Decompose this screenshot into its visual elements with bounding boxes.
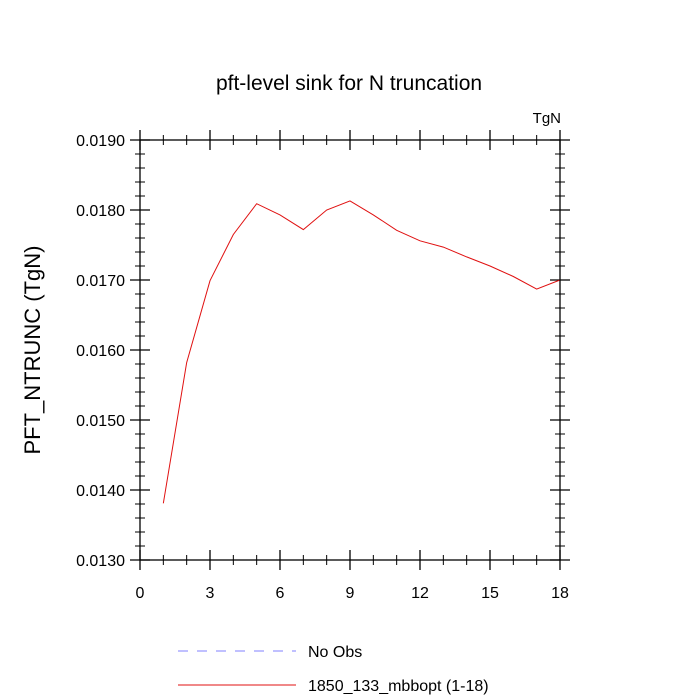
y-tick-label: 0.0140 bbox=[76, 483, 125, 500]
legend-entry-label: 1850_133_mbbopt (1-18) bbox=[308, 678, 489, 695]
x-tick-label: 3 bbox=[206, 585, 215, 602]
y-tick-label: 0.0180 bbox=[76, 203, 125, 220]
chart-title: pft-level sink for N truncation bbox=[216, 72, 482, 95]
x-tick-label: 15 bbox=[481, 585, 499, 602]
plot-frame bbox=[139, 139, 561, 561]
y-tick-label: 0.0160 bbox=[76, 343, 125, 360]
y-axis-title: PFT_NTRUNC (TgN) bbox=[20, 246, 45, 455]
series-line bbox=[162, 200, 561, 504]
major-ticks bbox=[130, 130, 570, 570]
series-lines bbox=[162, 200, 561, 504]
x-tick-label: 9 bbox=[346, 585, 355, 602]
legend-entry-label: No Obs bbox=[308, 644, 362, 661]
y-tick-labels: 0.0130 0.0140 0.0150 0.0160 0.0170 0.0180 0.01… bbox=[76, 133, 125, 570]
x-tick-label: 0 bbox=[136, 585, 145, 602]
x-tick-labels: 0 3 6 9 12 15 18 bbox=[136, 585, 569, 602]
minor-ticks bbox=[135, 135, 565, 565]
y-tick-label: 0.0150 bbox=[76, 413, 125, 430]
y-tick-label: 0.0190 bbox=[76, 133, 125, 150]
y-tick-label: 0.0130 bbox=[76, 553, 125, 570]
legend: No Obs 1850_133_mbbopt (1-18) bbox=[178, 644, 489, 695]
x-tick-label: 18 bbox=[551, 585, 569, 602]
y-tick-label: 0.0170 bbox=[76, 273, 125, 290]
units-label: TgN bbox=[533, 110, 561, 127]
x-tick-label: 12 bbox=[411, 585, 429, 602]
x-tick-label: 6 bbox=[276, 585, 285, 602]
